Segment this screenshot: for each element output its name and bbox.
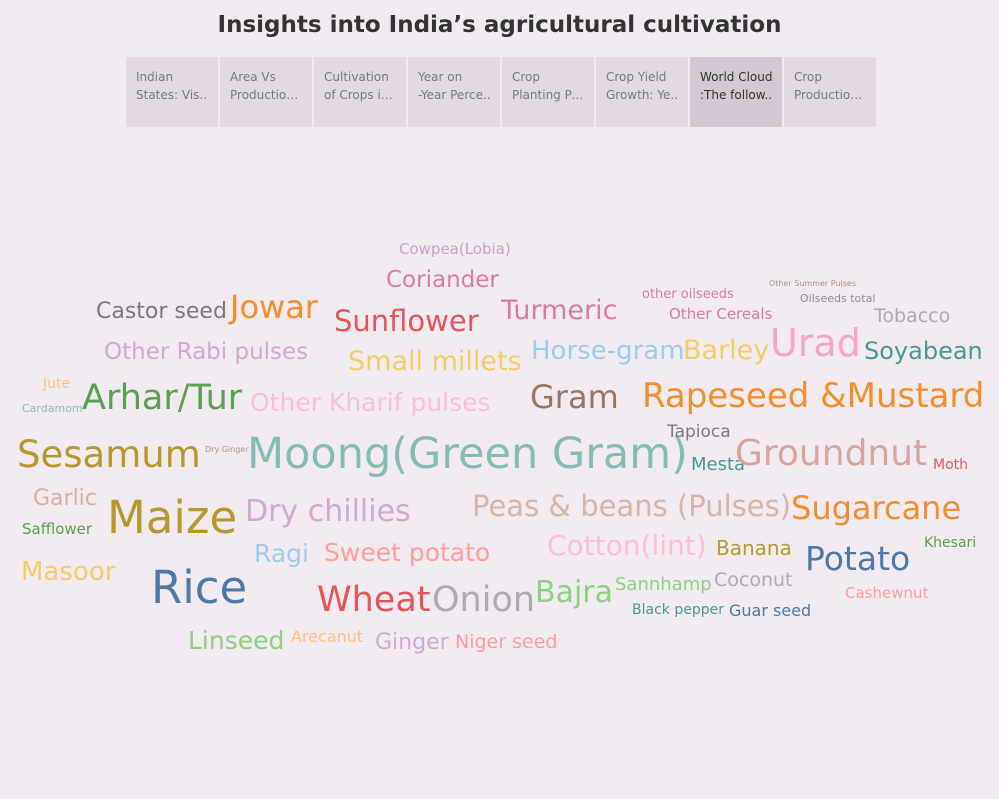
word-cloud-item[interactable]: Oilseeds total bbox=[800, 292, 876, 306]
word-cloud-item[interactable]: Mesta bbox=[691, 453, 746, 475]
word-cloud-item[interactable]: Ginger bbox=[375, 629, 449, 655]
word-cloud-item[interactable]: Bajra bbox=[535, 574, 614, 610]
word-cloud-item[interactable]: Ragi bbox=[254, 538, 309, 568]
word-cloud-item[interactable]: Jute bbox=[43, 376, 71, 393]
word-cloud-item[interactable]: Soyabean bbox=[864, 337, 983, 366]
word-cloud-item[interactable]: Wheat bbox=[317, 579, 431, 620]
word-cloud-item[interactable]: Coconut bbox=[714, 569, 793, 592]
word-cloud-item[interactable]: Groundnut bbox=[735, 432, 928, 474]
word-cloud-item[interactable]: Other Rabi pulses bbox=[104, 339, 309, 366]
word-cloud-item[interactable]: Cardamom bbox=[22, 402, 83, 416]
word-cloud-item[interactable]: Niger seed bbox=[455, 631, 558, 654]
word-cloud-item[interactable]: Small millets bbox=[348, 345, 522, 377]
word-cloud-item[interactable]: Sunflower bbox=[334, 304, 479, 339]
word-cloud-item[interactable]: Tapioca bbox=[667, 421, 731, 442]
tab-indian-states[interactable]: Indian States: Vis.. bbox=[126, 57, 218, 127]
word-cloud-item[interactable]: Cashewnut bbox=[845, 584, 929, 603]
tab-cultivation-of-crops[interactable]: Cultivation of Crops in .. bbox=[314, 57, 406, 127]
word-cloud-item[interactable]: Arhar/Tur bbox=[82, 377, 243, 418]
word-cloud-item[interactable]: Castor seed bbox=[96, 298, 227, 324]
word-cloud-item[interactable]: Maize bbox=[107, 490, 238, 544]
word-cloud-item[interactable]: Sugarcane bbox=[791, 489, 962, 528]
tab-year-on-year[interactable]: Year on -Year Perce.. bbox=[408, 57, 500, 127]
word-cloud-item[interactable]: Cowpea(Lobia) bbox=[399, 240, 511, 259]
word-cloud-item[interactable]: Dry chillies bbox=[245, 493, 411, 529]
word-cloud-item[interactable]: Sesamum bbox=[17, 433, 201, 477]
word-cloud-item[interactable]: Moong(Green Gram) bbox=[247, 429, 688, 480]
word-cloud-item[interactable]: Black pepper bbox=[632, 602, 724, 619]
word-cloud-item[interactable]: Garlic bbox=[33, 485, 97, 511]
word-cloud-item[interactable]: Safflower bbox=[22, 520, 93, 539]
word-cloud-item[interactable]: Cotton(lint) bbox=[547, 529, 707, 563]
word-cloud-item[interactable]: Linseed bbox=[188, 625, 285, 655]
tab-crop-planting[interactable]: Crop Planting Pe.. bbox=[502, 57, 594, 127]
word-cloud-item[interactable]: Other Summer Pulses bbox=[769, 278, 856, 288]
tab-area-vs-production[interactable]: Area Vs Production .. bbox=[220, 57, 312, 127]
word-cloud-item[interactable]: Khesari bbox=[924, 535, 977, 552]
dashboard-title: Insights into India’s agricultural culti… bbox=[217, 12, 782, 38]
word-cloud-item[interactable]: Banana bbox=[716, 536, 792, 561]
word-cloud-item[interactable]: Sweet potato bbox=[324, 537, 491, 567]
tab-world-cloud[interactable]: World Cloud:The follow.. bbox=[690, 57, 782, 127]
word-cloud-item[interactable]: Sannhamp bbox=[615, 573, 712, 595]
word-cloud-item[interactable]: Jowar bbox=[230, 288, 318, 327]
word-cloud-item[interactable]: Potato bbox=[805, 539, 911, 579]
word-cloud-item[interactable]: Masoor bbox=[21, 556, 116, 587]
word-cloud-item[interactable]: Other Kharif pulses bbox=[250, 387, 491, 417]
tab-crop-production[interactable]: Crop Production .. bbox=[784, 57, 876, 127]
word-cloud-item[interactable]: Guar seed bbox=[729, 600, 812, 620]
word-cloud-item[interactable]: Coriander bbox=[386, 267, 499, 294]
word-cloud-item[interactable]: Dry Ginger bbox=[205, 444, 249, 454]
word-cloud-item[interactable]: Moth bbox=[933, 457, 969, 474]
word-cloud-item[interactable]: Onion bbox=[432, 579, 536, 620]
word-cloud-item[interactable]: Gram bbox=[530, 378, 619, 417]
word-cloud-item[interactable]: Rice bbox=[151, 560, 248, 614]
story-tab-bar: Indian States: Vis.. Area Vs Production ..… bbox=[126, 57, 878, 127]
word-cloud-item[interactable]: Rapeseed &Mustard bbox=[642, 376, 985, 417]
word-cloud-item[interactable]: Urad bbox=[770, 321, 861, 366]
word-cloud-item[interactable]: Barley bbox=[683, 334, 770, 366]
tab-crop-yield-growth[interactable]: Crop Yield Growth: Ye.. bbox=[596, 57, 688, 127]
word-cloud-item[interactable]: Peas & beans (Pulses) bbox=[472, 489, 792, 524]
word-cloud-item[interactable]: Turmeric bbox=[501, 294, 618, 326]
word-cloud-item[interactable]: Tobacco bbox=[874, 305, 951, 328]
word-cloud-item[interactable]: Other Cereals bbox=[669, 305, 773, 324]
word-cloud-item[interactable]: Horse-gram bbox=[531, 335, 685, 366]
word-cloud-item[interactable]: other oilseeds bbox=[642, 286, 734, 302]
word-cloud-item[interactable]: Arecanut bbox=[291, 626, 364, 646]
